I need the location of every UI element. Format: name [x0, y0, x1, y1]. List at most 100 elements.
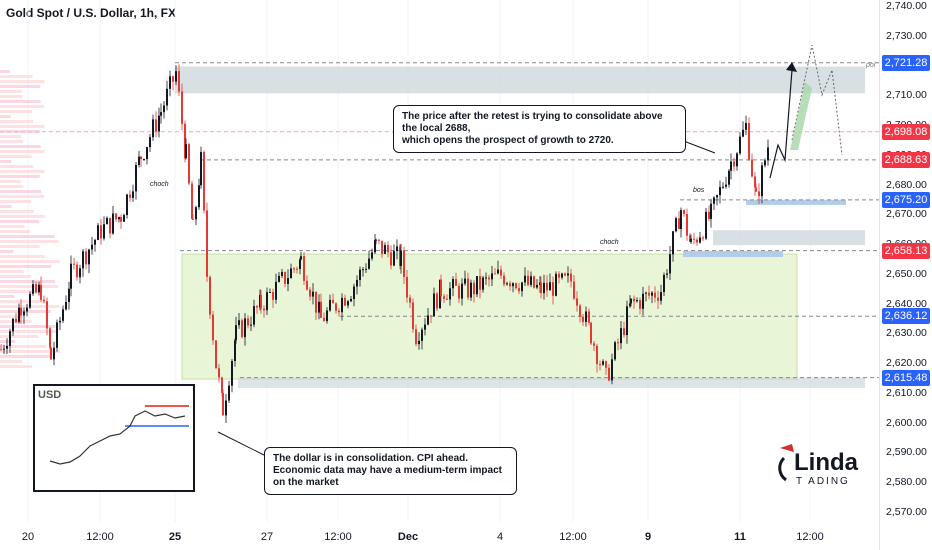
- demand-zone-upper: [713, 230, 865, 246]
- candle-body: [269, 291, 271, 293]
- candle-body: [281, 271, 283, 276]
- candle-body: [602, 361, 604, 365]
- candle-body: [406, 276, 408, 298]
- candle-body: [97, 225, 99, 240]
- candle-body: [146, 147, 148, 160]
- candle-body: [500, 269, 502, 276]
- vol-profile-21: [0, 175, 40, 178]
- vol-profile-53: [0, 335, 39, 338]
- candle-body: [303, 256, 305, 281]
- x-tick-label: 27: [260, 531, 274, 543]
- vol-profile-35: [0, 245, 40, 248]
- candle-body: [443, 296, 445, 299]
- y-tick-label: 2,610.00: [886, 386, 927, 399]
- projection-path-dashed: [791, 44, 843, 156]
- vol-profile-5: [0, 95, 23, 98]
- chart-title: Gold Spot / U.S. Dollar, 1h, FX: [6, 6, 177, 20]
- candle-body: [68, 288, 70, 302]
- candle-body: [623, 328, 625, 336]
- candle-body: [38, 284, 40, 293]
- candle-body: [23, 311, 25, 316]
- candle-body: [680, 210, 682, 229]
- vol-profile-11: [0, 125, 45, 128]
- candle-body: [231, 360, 233, 386]
- candle-body: [109, 217, 111, 234]
- choch-label-right: choch: [600, 239, 619, 246]
- candle-body: [596, 345, 598, 365]
- candle-body: [244, 318, 246, 338]
- vol-profile-16: [0, 150, 45, 153]
- candle-body: [764, 160, 766, 166]
- candle-body: [94, 239, 96, 245]
- vol-profile-13: [0, 135, 22, 138]
- candle-body: [203, 152, 205, 211]
- candle-body: [135, 165, 137, 192]
- candle-body: [722, 186, 724, 188]
- candle-body: [143, 159, 145, 161]
- candle-body: [675, 218, 677, 232]
- candle-body: [326, 310, 328, 322]
- candle-body: [509, 283, 511, 287]
- candle-body: [253, 306, 255, 325]
- candle-body: [733, 161, 735, 167]
- x-tick-label: 12:00: [86, 531, 114, 543]
- vol-profile-0: [0, 70, 10, 73]
- candle-body: [50, 347, 52, 360]
- candle-body: [546, 282, 548, 291]
- candle-body: [540, 282, 542, 294]
- candle-body: [639, 300, 641, 309]
- candle-body: [299, 259, 301, 270]
- vol-profile-26: [0, 200, 32, 203]
- candle-body: [590, 322, 592, 344]
- candle-body: [215, 340, 217, 369]
- candle-body: [742, 129, 744, 137]
- price-chart[interactable]: [0, 0, 880, 550]
- candle-body: [433, 293, 435, 317]
- candle-body: [365, 268, 367, 270]
- candle-body: [599, 364, 601, 366]
- vol-profile-59: [0, 365, 33, 368]
- candle-body: [527, 275, 529, 285]
- callout-dollar: The dollar is in consolidation. CPI ahea…: [264, 447, 517, 495]
- candle-body: [206, 210, 208, 277]
- candle-body: [564, 273, 566, 276]
- candle-body: [767, 147, 769, 161]
- candle-body: [178, 71, 180, 92]
- candle-body: [515, 283, 517, 289]
- candle-body: [461, 283, 463, 299]
- candle-body: [260, 294, 262, 309]
- vol-profile-42: [0, 280, 56, 283]
- candle-body: [482, 277, 484, 290]
- candle-body: [530, 276, 532, 285]
- candle-body: [320, 301, 322, 318]
- vol-profile-34: [0, 240, 59, 243]
- candle-body: [494, 273, 496, 275]
- demand-zone-blue-2: [683, 251, 783, 258]
- y-tick-label: 2,650.00: [886, 267, 927, 280]
- candle-body: [728, 170, 730, 185]
- candle-body: [491, 273, 493, 280]
- y-tick-label: 2,730.00: [886, 29, 927, 42]
- candle-body: [0, 349, 2, 351]
- price-axis[interactable]: 2,740.002,730.002,720.002,710.002,700.00…: [879, 0, 932, 550]
- candle-body: [200, 152, 202, 186]
- candle-body: [430, 315, 432, 317]
- candle-body: [620, 328, 622, 344]
- vol-profile-58: [0, 360, 22, 363]
- candle-body: [605, 361, 607, 368]
- usd-inset-chart: USD: [33, 384, 195, 492]
- candle-body: [91, 244, 93, 250]
- vol-profile-31: [0, 225, 25, 228]
- support-zone: [238, 377, 865, 388]
- vol-profile-57: [0, 355, 51, 358]
- vol-profile-40: [0, 270, 24, 273]
- x-tick-label: Dec: [397, 531, 419, 543]
- candle-body: [418, 340, 420, 345]
- inset-title: USD: [38, 389, 62, 401]
- candle-body: [751, 159, 753, 177]
- candle-body: [241, 320, 243, 338]
- candle-body: [225, 400, 227, 416]
- candle-body: [400, 250, 402, 266]
- price-tag: 2,721.28: [882, 54, 930, 71]
- candle-body: [195, 207, 197, 220]
